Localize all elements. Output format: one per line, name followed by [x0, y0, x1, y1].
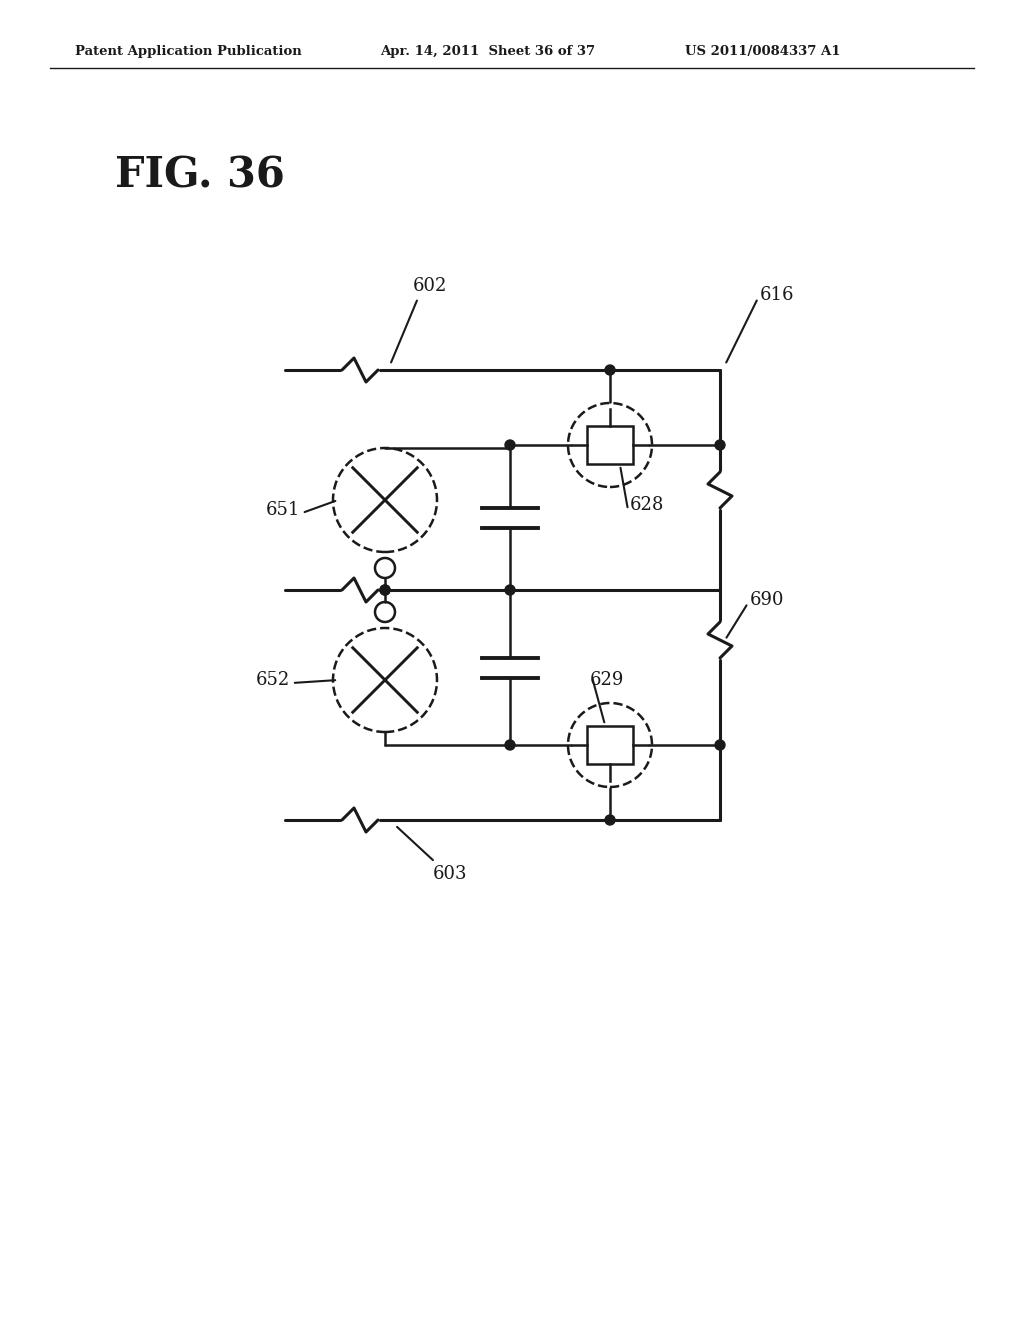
Text: 690: 690 — [750, 591, 784, 609]
Text: 652: 652 — [256, 671, 290, 689]
Circle shape — [505, 585, 515, 595]
Circle shape — [380, 585, 390, 595]
Circle shape — [605, 814, 615, 825]
Text: Patent Application Publication: Patent Application Publication — [75, 45, 302, 58]
Circle shape — [380, 585, 390, 595]
Text: 651: 651 — [265, 502, 300, 519]
Circle shape — [505, 440, 515, 450]
Bar — [587, 426, 633, 463]
Text: FIG. 36: FIG. 36 — [115, 154, 285, 197]
Circle shape — [715, 741, 725, 750]
Bar — [587, 726, 633, 764]
Circle shape — [715, 440, 725, 450]
Text: 616: 616 — [760, 286, 795, 304]
Text: 602: 602 — [413, 277, 447, 294]
Text: 628: 628 — [630, 496, 665, 513]
Circle shape — [605, 366, 615, 375]
Text: 629: 629 — [590, 671, 625, 689]
Text: US 2011/0084337 A1: US 2011/0084337 A1 — [685, 45, 841, 58]
Text: Apr. 14, 2011  Sheet 36 of 37: Apr. 14, 2011 Sheet 36 of 37 — [380, 45, 595, 58]
Circle shape — [505, 741, 515, 750]
Text: 603: 603 — [433, 865, 467, 883]
